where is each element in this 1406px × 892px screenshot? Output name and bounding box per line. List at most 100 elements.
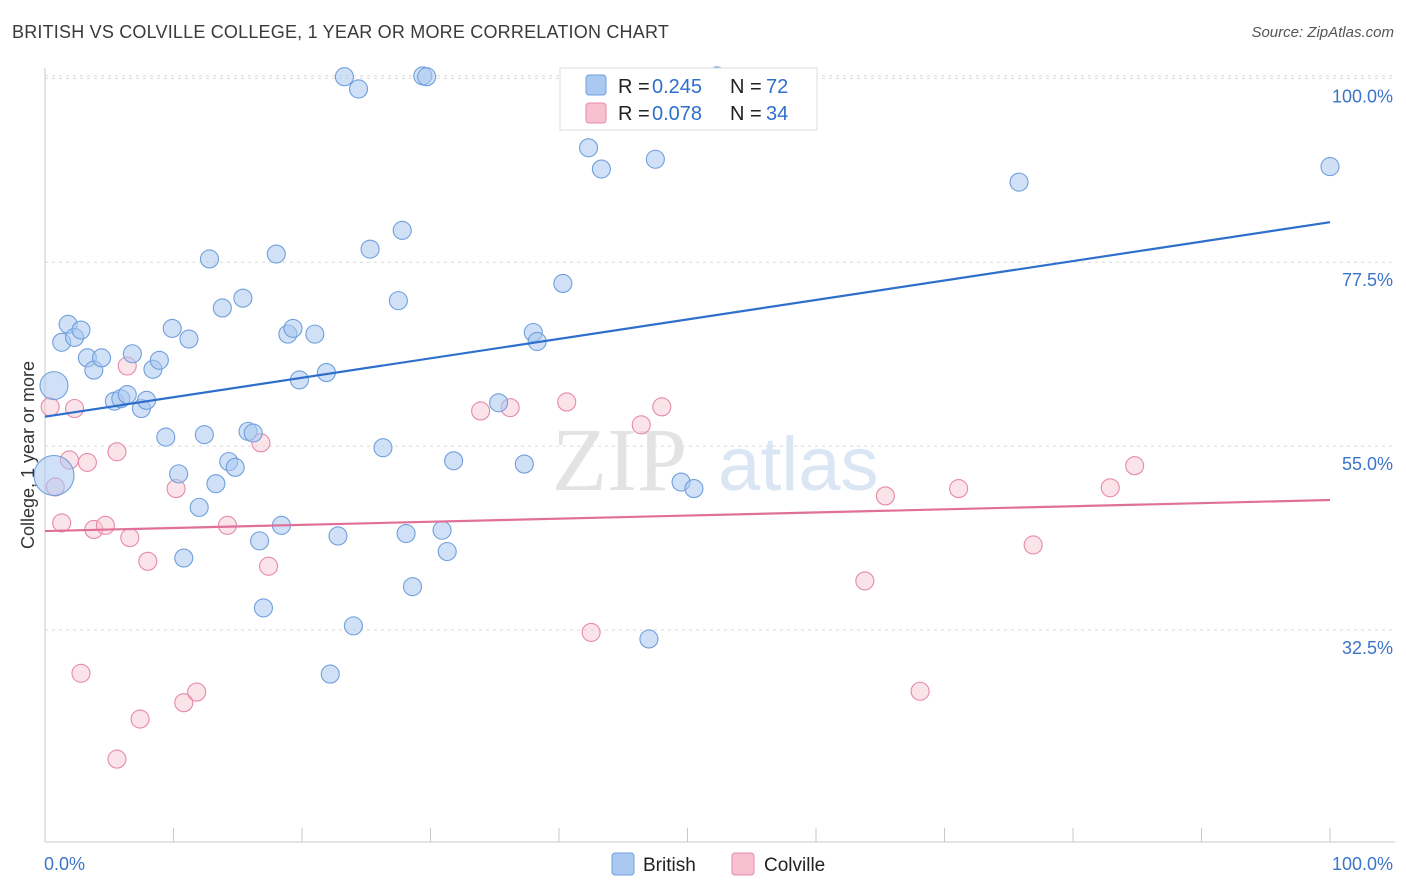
british-point	[1009, 172, 1029, 192]
british-point	[343, 616, 363, 636]
tick-labels: 32.5% 55.0% 77.5% 100.0% 0.0% 100.0%	[44, 86, 1393, 874]
colville-point	[95, 515, 115, 535]
british-point	[162, 318, 182, 338]
colville-point	[187, 682, 207, 702]
british-point	[39, 371, 69, 401]
british-point	[373, 438, 393, 458]
colville-point	[557, 392, 577, 412]
british-point	[266, 244, 286, 264]
source-label: Source: ZipAtlas.com	[1251, 24, 1394, 41]
british-point	[328, 526, 348, 546]
colville-point	[581, 622, 601, 642]
british-point	[392, 220, 412, 240]
gridlines	[45, 75, 1395, 631]
british-point	[250, 531, 270, 551]
british-point	[122, 344, 142, 364]
colville-point	[120, 528, 140, 548]
british-point	[243, 423, 263, 443]
y-tick-label: 77.5%	[1342, 270, 1393, 290]
watermark: ZIP atlas	[552, 411, 879, 510]
legend-n-value-british: 72	[766, 76, 788, 98]
colville-point	[949, 479, 969, 499]
legend-r-label-colville: R =	[618, 103, 650, 125]
legend-swatch-colville	[585, 102, 607, 124]
colville-point	[107, 442, 127, 462]
british-point	[320, 664, 340, 684]
colville-point	[259, 556, 279, 576]
chart-title: BRITISH VS COLVILLE COLLEGE, 1 YEAR OR M…	[12, 22, 670, 42]
british-point	[639, 629, 659, 649]
british-point	[149, 350, 169, 370]
british-point	[489, 393, 509, 413]
british-point	[553, 273, 573, 294]
british-point	[305, 324, 325, 344]
british-point	[388, 291, 408, 311]
british-trend-line	[44, 221, 1331, 418]
british-point	[156, 427, 176, 447]
bottom-legend-colville: Colville	[764, 855, 825, 876]
y-tick-label: 55.0%	[1342, 454, 1393, 474]
legend-n-value-colville: 34	[766, 103, 788, 125]
bottom-legend-swatch-british	[611, 852, 635, 876]
legend-r-value-british: 0.245	[652, 76, 702, 98]
watermark-atlas: atlas	[718, 422, 879, 507]
british-point	[179, 329, 199, 349]
colville-point	[138, 551, 158, 571]
british-point	[432, 520, 452, 540]
british-point	[253, 598, 274, 618]
british-point	[212, 298, 232, 318]
british-point	[117, 385, 137, 405]
british-point	[174, 548, 194, 568]
colville-point	[1023, 535, 1043, 555]
watermark-zip: ZIP	[552, 411, 687, 510]
british-point	[189, 497, 209, 517]
colville-point	[65, 398, 85, 419]
british-point	[71, 320, 91, 340]
british-point	[417, 67, 437, 87]
british-point	[348, 79, 369, 99]
british-point	[206, 474, 226, 494]
colville-point	[855, 571, 875, 591]
colville-trend-line	[44, 498, 1331, 533]
bottom-legend-swatch-colville	[731, 852, 755, 876]
british-points	[33, 66, 1340, 684]
colville-point	[471, 401, 491, 421]
legend-swatch-british	[585, 74, 607, 96]
british-point	[169, 464, 189, 484]
british-point	[91, 348, 112, 368]
legend: R = 0.245 N = 72 R = 0.078 N = 34	[559, 67, 818, 131]
colville-point	[174, 693, 194, 713]
british-point	[684, 479, 704, 499]
british-point	[194, 425, 214, 445]
british-point	[591, 159, 611, 179]
colville-point	[910, 681, 930, 701]
colville-point	[52, 513, 72, 533]
british-point	[514, 454, 534, 474]
colville-point	[40, 397, 60, 417]
british-point	[360, 239, 380, 259]
colville-point	[107, 749, 127, 769]
colville-point	[77, 452, 97, 472]
colville-point	[1100, 478, 1120, 498]
british-point	[283, 318, 303, 338]
bottom-legend: British Colville	[611, 852, 825, 876]
colville-point	[130, 709, 150, 729]
british-point	[444, 451, 464, 471]
british-point	[579, 138, 599, 158]
legend-r-label-british: R =	[618, 76, 650, 98]
legend-n-label-colville: N =	[730, 103, 762, 125]
british-point	[396, 523, 416, 544]
colville-point	[652, 397, 672, 417]
x-tick-label: 0.0%	[44, 854, 85, 874]
colville-point	[1125, 456, 1145, 476]
colville-point	[71, 663, 91, 683]
british-point	[402, 577, 423, 597]
x-tick-label: 100.0%	[1332, 854, 1393, 874]
y-axis-label: College, 1 year or more	[18, 361, 38, 549]
colville-point	[875, 486, 895, 506]
y-tick-label: 100.0%	[1332, 86, 1393, 106]
colville-point	[217, 515, 238, 535]
colville-point	[631, 415, 651, 435]
bottom-legend-british: British	[643, 855, 696, 876]
